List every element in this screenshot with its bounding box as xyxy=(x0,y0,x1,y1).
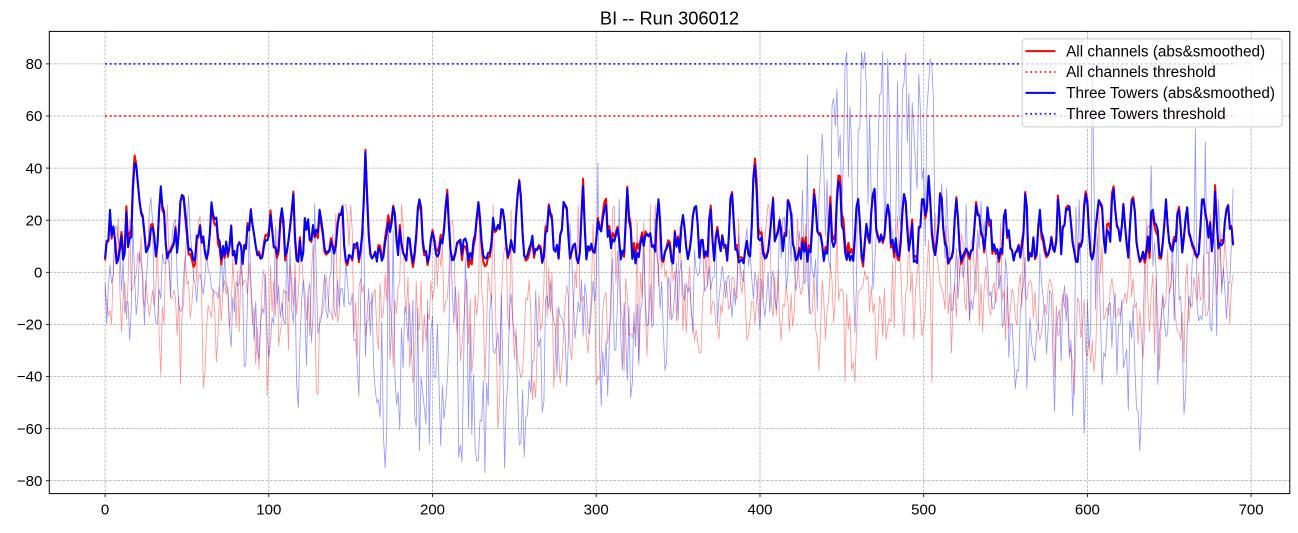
svg-text:700: 700 xyxy=(1239,501,1264,518)
svg-text:−40: −40 xyxy=(17,369,42,386)
svg-text:500: 500 xyxy=(911,501,936,518)
svg-text:200: 200 xyxy=(420,501,445,518)
svg-text:−20: −20 xyxy=(17,317,42,334)
svg-text:−80: −80 xyxy=(17,473,42,490)
svg-text:Three Towers (abs&smoothed): Three Towers (abs&smoothed) xyxy=(1066,85,1275,102)
svg-text:80: 80 xyxy=(26,56,43,73)
svg-text:60: 60 xyxy=(26,108,43,125)
svg-text:100: 100 xyxy=(256,501,281,518)
svg-text:300: 300 xyxy=(584,501,609,518)
svg-text:−60: −60 xyxy=(17,421,42,438)
svg-text:BI -- Run 306012: BI -- Run 306012 xyxy=(600,7,739,28)
svg-text:20: 20 xyxy=(26,212,43,229)
svg-text:0: 0 xyxy=(34,265,42,282)
svg-text:600: 600 xyxy=(1075,501,1100,518)
svg-text:All channels (abs&smoothed): All channels (abs&smoothed) xyxy=(1066,43,1265,60)
svg-text:0: 0 xyxy=(101,501,109,518)
svg-text:40: 40 xyxy=(26,160,43,177)
svg-text:All channels threshold: All channels threshold xyxy=(1066,64,1216,81)
svg-text:Three Towers threshold: Three Towers threshold xyxy=(1066,106,1226,123)
svg-text:400: 400 xyxy=(747,501,772,518)
